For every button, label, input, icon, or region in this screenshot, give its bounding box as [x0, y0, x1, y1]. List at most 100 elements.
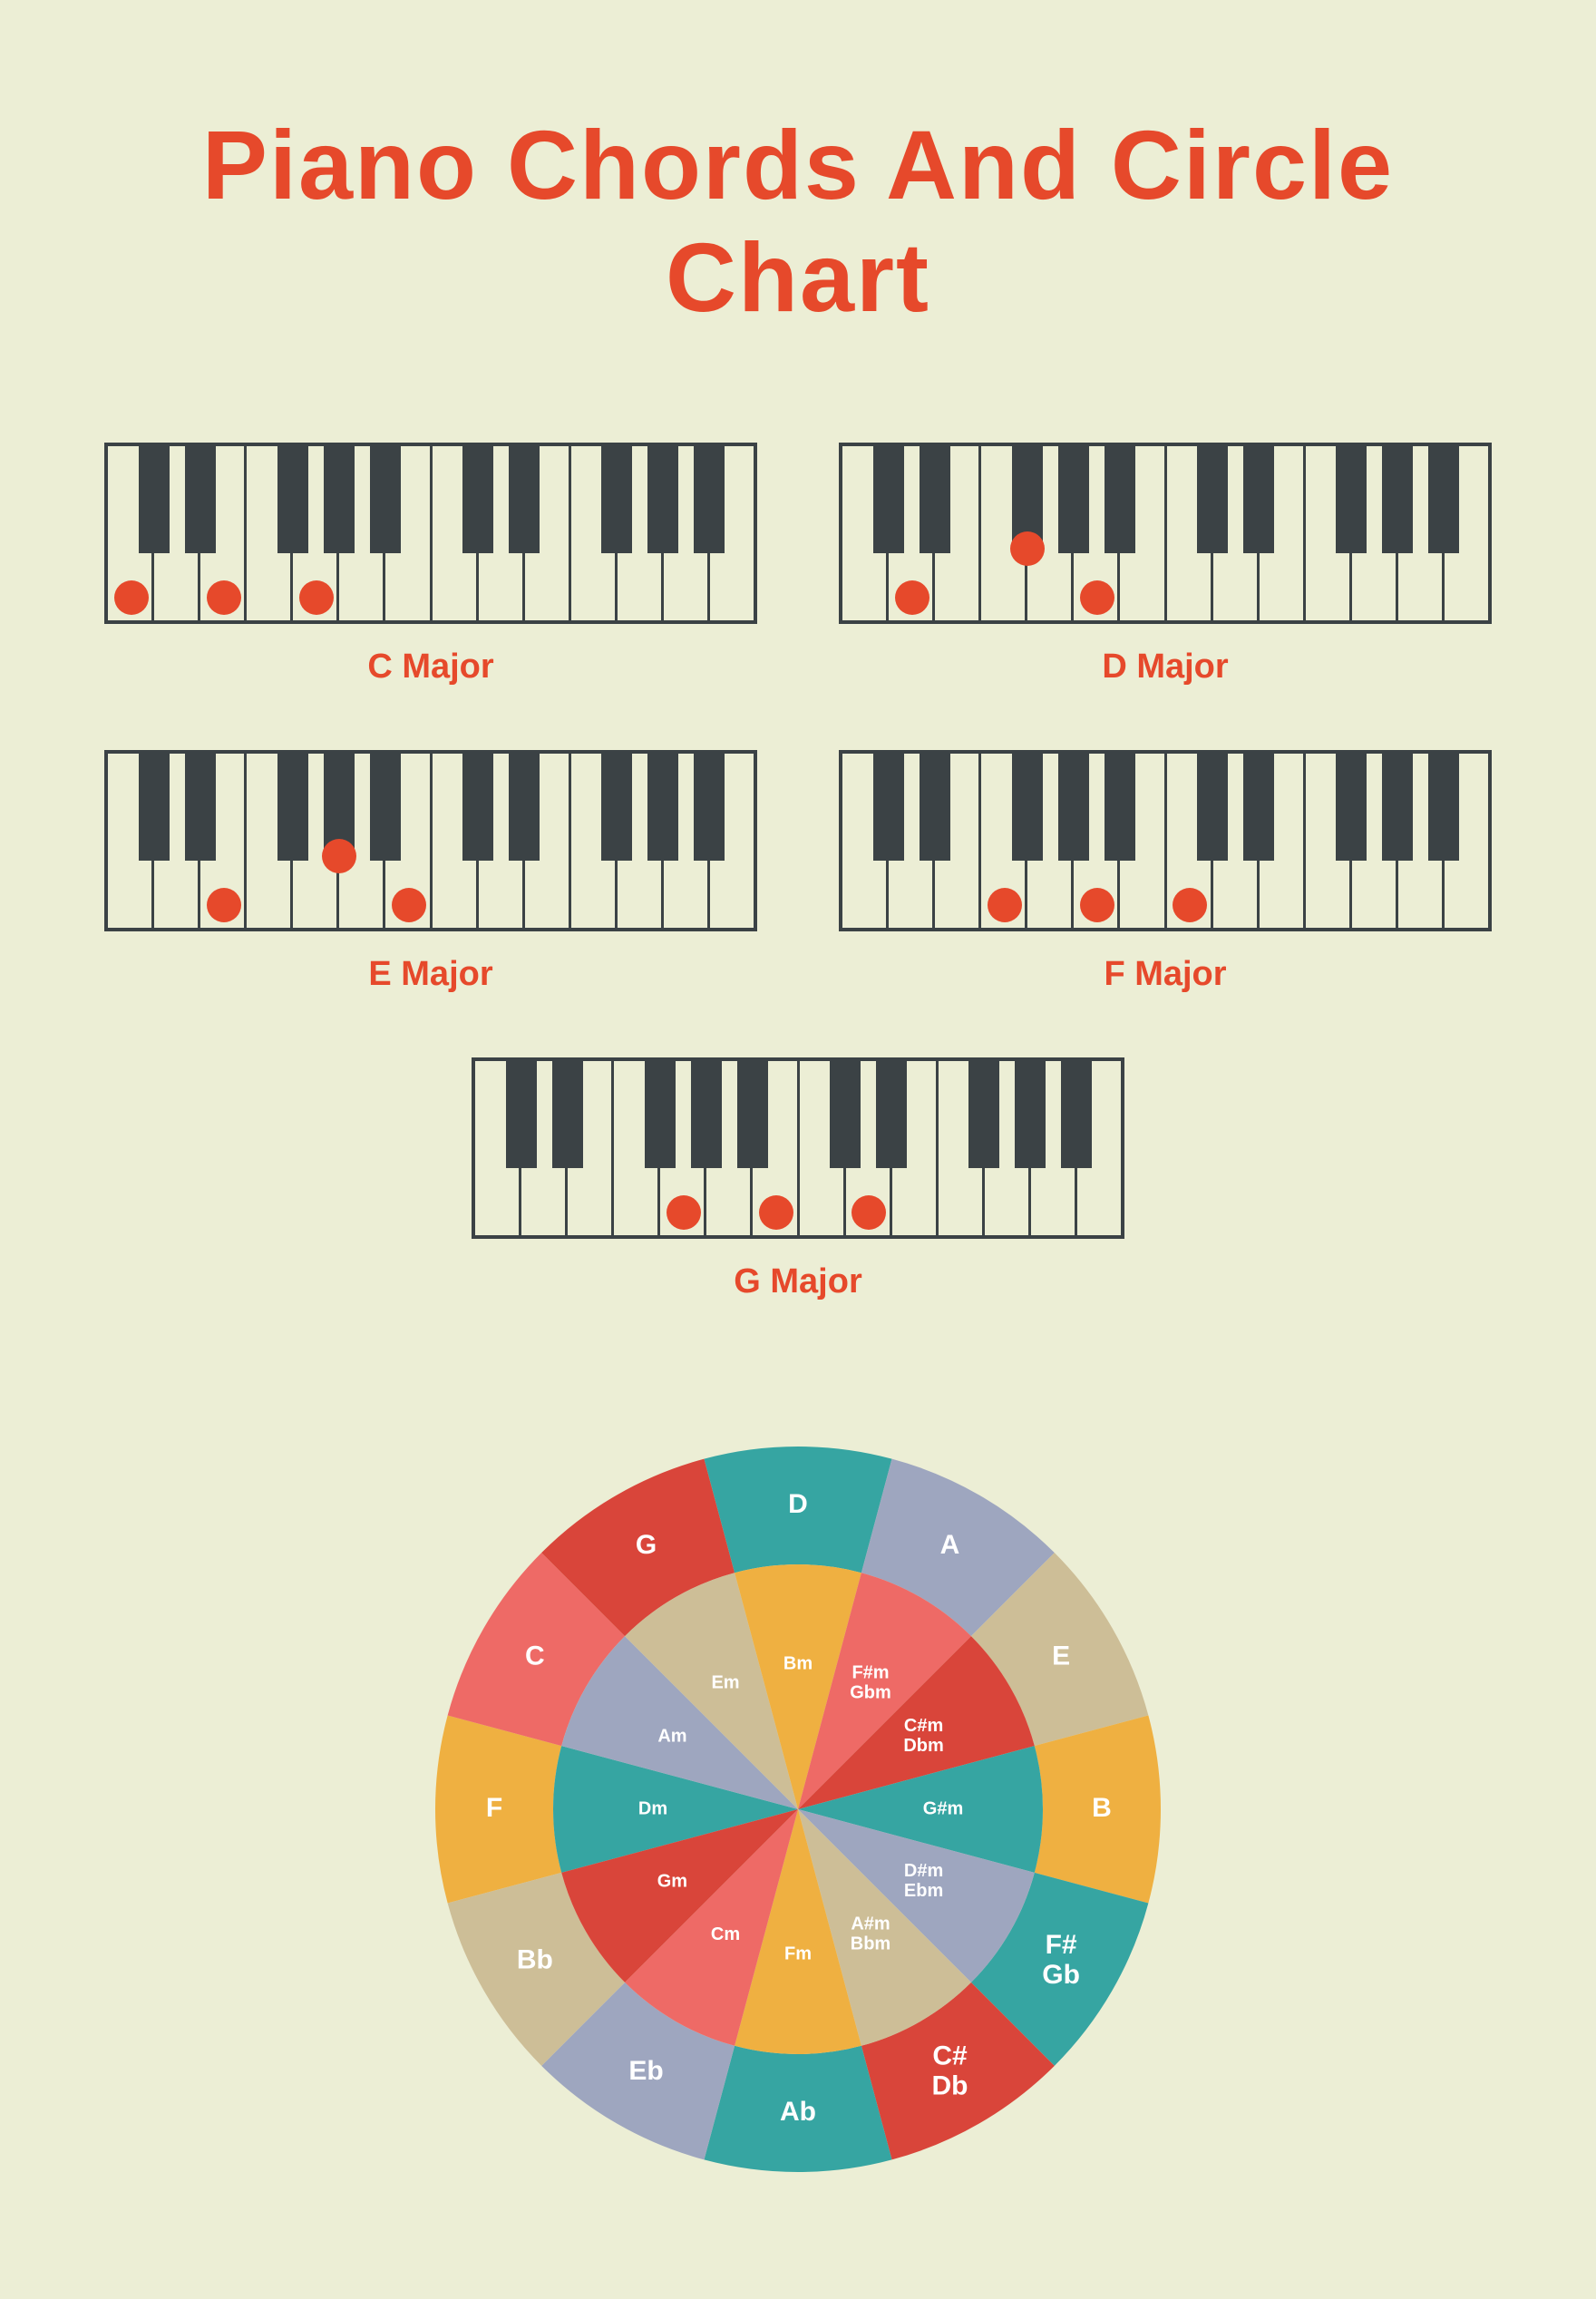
- chord-block: G Major: [472, 1057, 1124, 1301]
- chord-note-dot: [667, 1195, 701, 1230]
- circle-label: Fm: [784, 1944, 812, 1964]
- circle-label: F: [486, 1793, 502, 1823]
- black-key: [1336, 446, 1367, 553]
- black-key: [462, 754, 493, 861]
- circle-label: Em: [711, 1673, 739, 1693]
- piano-diagram: [472, 1057, 1124, 1239]
- circle-label: C#mDbm: [903, 1717, 943, 1757]
- circle-label: Cm: [711, 1924, 740, 1944]
- circle-label: G#m: [923, 1799, 963, 1819]
- circle-label: A#mBbm: [851, 1914, 890, 1954]
- circle-label: Eb: [628, 2056, 663, 2086]
- black-key: [1382, 446, 1413, 553]
- page-title: Piano Chords And Circle Chart: [82, 109, 1514, 334]
- black-key: [1382, 754, 1413, 861]
- black-key: [920, 446, 950, 553]
- chord-note-dot: [1080, 888, 1114, 922]
- chord-block: C Major: [104, 443, 757, 687]
- black-key: [647, 754, 678, 861]
- black-key: [691, 1061, 722, 1168]
- black-key: [830, 1061, 861, 1168]
- black-key: [1061, 1061, 1092, 1168]
- black-key: [370, 446, 401, 553]
- black-key: [509, 754, 540, 861]
- black-key: [185, 754, 216, 861]
- black-key: [506, 1061, 537, 1168]
- black-key: [1428, 754, 1459, 861]
- black-key: [509, 446, 540, 553]
- black-key: [1428, 446, 1459, 553]
- circle-label: D#mEbm: [904, 1862, 943, 1902]
- black-key: [1058, 446, 1089, 553]
- black-key: [552, 1061, 583, 1168]
- circle-label: A: [940, 1530, 960, 1560]
- chord-label: E Major: [368, 955, 492, 994]
- circle-label: G: [636, 1530, 657, 1560]
- black-key: [968, 1061, 999, 1168]
- black-key: [370, 754, 401, 861]
- black-key: [1197, 754, 1228, 861]
- circle-label: C#Db: [932, 2041, 968, 2101]
- circle-of-fifths-wrap: F C G D A E B F#Gb C#Db Ab Eb Bb Dm Am Em Bm F#mGbm C#mDb…: [82, 1428, 1514, 2190]
- chord-label: F Major: [1104, 955, 1226, 994]
- circle-label: F#mGbm: [850, 1663, 891, 1703]
- piano-diagram: [104, 443, 757, 624]
- black-key: [1197, 446, 1228, 553]
- circle-label: Ab: [780, 2097, 816, 2127]
- circle-label: B: [1092, 1793, 1112, 1823]
- chord-label: G Major: [734, 1262, 861, 1301]
- chord-note-dot: [207, 580, 241, 615]
- circle-label: Bm: [783, 1654, 813, 1674]
- circle-label: C: [525, 1641, 545, 1671]
- black-key: [694, 754, 725, 861]
- piano-diagram: [839, 443, 1492, 624]
- chord-note-dot: [299, 580, 334, 615]
- black-key: [920, 754, 950, 861]
- black-key: [645, 1061, 676, 1168]
- chord-note-dot: [852, 1195, 886, 1230]
- black-key: [737, 1061, 768, 1168]
- black-key: [1012, 754, 1043, 861]
- circle-label: Gm: [657, 1872, 687, 1892]
- chord-note-dot: [759, 1195, 793, 1230]
- chord-label: C Major: [367, 648, 493, 687]
- chord-note-dot: [207, 888, 241, 922]
- black-key: [601, 754, 632, 861]
- black-key: [647, 446, 678, 553]
- black-key: [185, 446, 216, 553]
- chord-note-dot: [392, 888, 426, 922]
- chord-note-dot: [1080, 580, 1114, 615]
- circle-label: E: [1052, 1641, 1070, 1671]
- black-key: [876, 1061, 907, 1168]
- black-key: [324, 446, 355, 553]
- black-key: [1105, 446, 1135, 553]
- chord-block: D Major: [839, 443, 1492, 687]
- chord-block: F Major: [839, 750, 1492, 994]
- black-key: [277, 754, 308, 861]
- circle-label: F#Gb: [1042, 1930, 1080, 1990]
- black-key: [277, 446, 308, 553]
- chord-label: D Major: [1102, 648, 1228, 687]
- black-key: [1015, 1061, 1046, 1168]
- piano-diagram: [104, 750, 757, 931]
- black-key: [873, 446, 904, 553]
- chords-grid: C Major D Major E Major F Major G Major: [82, 443, 1514, 1301]
- black-key: [601, 446, 632, 553]
- circle-label: Bb: [517, 1945, 553, 1975]
- chord-note-dot: [1173, 888, 1207, 922]
- black-key: [1336, 754, 1367, 861]
- black-key: [1243, 446, 1274, 553]
- chord-block: E Major: [104, 750, 757, 994]
- circle-label: D: [788, 1489, 808, 1519]
- black-key: [139, 446, 170, 553]
- black-key: [462, 446, 493, 553]
- black-key: [139, 754, 170, 861]
- circle-label: Dm: [638, 1799, 667, 1819]
- black-key: [873, 754, 904, 861]
- chord-note-dot: [114, 580, 149, 615]
- chord-note-dot: [988, 888, 1022, 922]
- circle-of-fifths: F C G D A E B F#Gb C#Db Ab Eb Bb Dm Am Em Bm F#mGbm C#mDb…: [417, 1428, 1179, 2190]
- circle-label: Am: [657, 1727, 686, 1747]
- black-key: [1105, 754, 1135, 861]
- piano-diagram: [839, 750, 1492, 931]
